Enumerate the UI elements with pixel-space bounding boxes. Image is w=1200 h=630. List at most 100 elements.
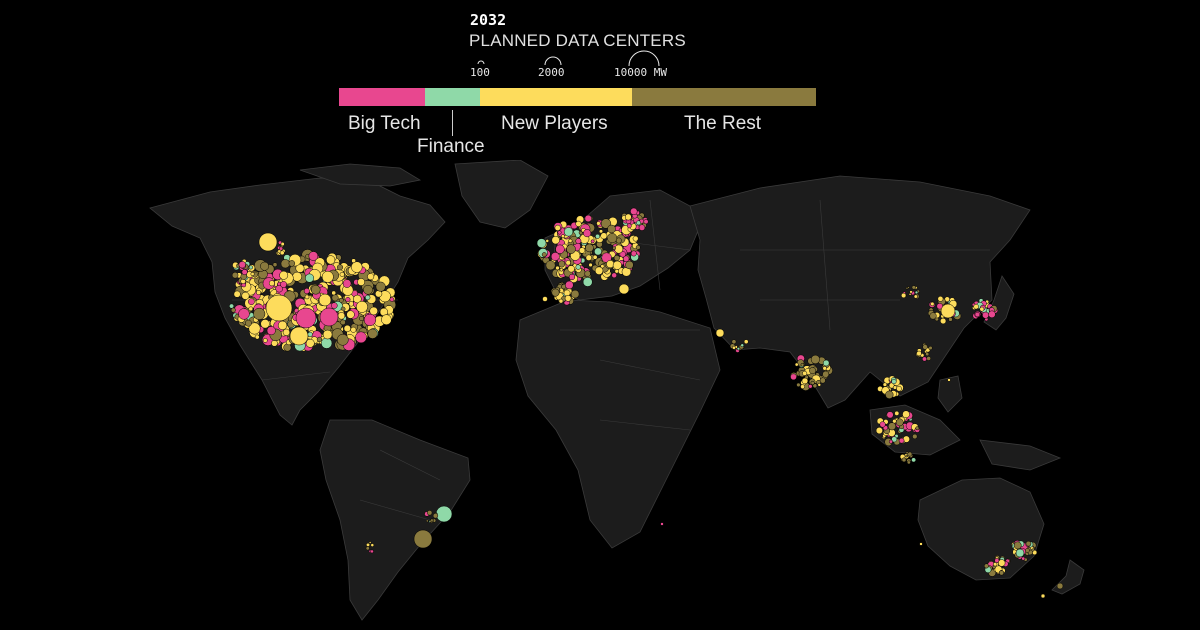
data-center-bubble bbox=[913, 294, 918, 299]
data-center-bubble bbox=[892, 385, 898, 390]
size-key-100: 100 bbox=[470, 66, 490, 79]
data-center-bubble bbox=[801, 377, 809, 385]
data-center-bubble bbox=[338, 297, 344, 303]
year-label: 2032 bbox=[470, 11, 507, 29]
data-center-bubble bbox=[339, 271, 345, 277]
data-center-bubble bbox=[660, 522, 664, 526]
data-center-bubble bbox=[908, 292, 912, 296]
data-center-bubble bbox=[902, 410, 910, 419]
data-center-bubble bbox=[430, 518, 434, 522]
data-center-bubble bbox=[911, 457, 917, 463]
data-center-bubble bbox=[230, 307, 236, 313]
data-center-bubble bbox=[888, 422, 897, 431]
data-center-bubble bbox=[367, 328, 378, 339]
border-line bbox=[261, 371, 331, 381]
data-center-bubble bbox=[790, 373, 797, 381]
border-line bbox=[379, 449, 441, 481]
data-center-bubble bbox=[558, 260, 566, 268]
data-center-bubble bbox=[277, 252, 280, 255]
data-center-bubble bbox=[625, 260, 634, 270]
data-center-bubble bbox=[308, 251, 319, 261]
data-center-bubble bbox=[279, 270, 289, 280]
data-center-bubble bbox=[245, 319, 252, 327]
data-center-bubble bbox=[575, 220, 582, 227]
data-center-bubble bbox=[326, 255, 336, 265]
data-center-bubble bbox=[229, 303, 235, 309]
border-line bbox=[359, 499, 431, 521]
data-center-bubble bbox=[600, 264, 605, 269]
data-center-bubble bbox=[1040, 593, 1046, 599]
data-center-bubble bbox=[819, 377, 826, 384]
australia bbox=[917, 477, 1045, 581]
data-center-bubble bbox=[979, 306, 985, 312]
data-center-bubble bbox=[928, 345, 933, 351]
data-center-bubble bbox=[367, 273, 375, 281]
data-center-bubble bbox=[331, 290, 337, 296]
data-center-bubble bbox=[740, 343, 745, 348]
data-center-bubble bbox=[916, 350, 922, 357]
data-center-bubble bbox=[563, 289, 571, 297]
data-center-bubble bbox=[331, 302, 338, 309]
data-center-bubble bbox=[256, 290, 262, 296]
data-center-bubble bbox=[278, 246, 284, 251]
data-center-bubble bbox=[359, 316, 365, 321]
data-center-bubble bbox=[912, 433, 918, 440]
data-center-bubble bbox=[432, 513, 439, 519]
world-map bbox=[149, 160, 1085, 621]
data-center-bubble bbox=[321, 337, 333, 349]
data-center-bubble bbox=[389, 297, 395, 302]
data-center-bubble bbox=[582, 277, 593, 287]
data-center-bubble bbox=[600, 218, 612, 229]
data-center-bubble bbox=[875, 427, 883, 435]
data-center-bubble bbox=[331, 294, 339, 302]
canadian-archipelago bbox=[299, 163, 422, 187]
data-center-bubble bbox=[260, 261, 270, 271]
data-center-bubble bbox=[594, 247, 602, 256]
data-center-bubble bbox=[743, 339, 749, 345]
data-center-bubble bbox=[915, 426, 920, 431]
size-key-2000: 2000 bbox=[538, 66, 565, 79]
data-center-bubble bbox=[370, 549, 374, 554]
data-center-bubble bbox=[283, 343, 292, 352]
data-center-bubble bbox=[321, 270, 334, 283]
data-center-bubble bbox=[638, 224, 646, 231]
data-center-bubble bbox=[366, 542, 370, 547]
data-center-bubble bbox=[238, 308, 250, 320]
data-center-bubble bbox=[304, 294, 310, 300]
data-center-bubble bbox=[635, 245, 641, 250]
data-center-bubble bbox=[365, 546, 370, 551]
data-center-bubble bbox=[295, 263, 305, 273]
data-center-bubble bbox=[295, 307, 317, 329]
border-line bbox=[649, 199, 661, 291]
data-center-bubble bbox=[595, 233, 601, 239]
data-center-bubble bbox=[435, 505, 453, 523]
data-center-bubble bbox=[901, 457, 907, 463]
data-center-bubble bbox=[319, 307, 339, 327]
new-guinea bbox=[979, 439, 1062, 471]
data-center-bubble bbox=[250, 271, 255, 276]
data-center-bubble bbox=[336, 333, 349, 346]
land-masses bbox=[149, 160, 1085, 621]
data-center-bubble bbox=[907, 286, 910, 289]
data-center-bubble bbox=[567, 265, 575, 273]
philippines bbox=[937, 375, 963, 413]
label-new-players: New Players bbox=[501, 113, 608, 134]
data-center-bubble bbox=[973, 303, 979, 310]
data-center-bubble bbox=[536, 238, 547, 248]
border-line bbox=[599, 419, 691, 431]
data-center-bubble bbox=[922, 344, 928, 350]
data-center-bubble bbox=[568, 273, 576, 281]
size-key-10000: 10000 MW bbox=[614, 66, 667, 79]
data-center-bubble bbox=[800, 384, 805, 389]
data-center-bubble bbox=[607, 224, 616, 234]
data-center-bubble bbox=[280, 241, 285, 247]
data-center-bubble bbox=[233, 290, 241, 298]
data-center-bubble bbox=[279, 250, 285, 256]
asia bbox=[689, 175, 1031, 409]
data-center-bubble bbox=[909, 290, 913, 294]
data-center-bubble bbox=[732, 345, 736, 350]
data-center-bubble bbox=[585, 254, 592, 261]
data-center-bubble bbox=[350, 326, 357, 333]
data-center-bubble bbox=[288, 260, 296, 267]
data-center-bubble bbox=[596, 221, 601, 226]
